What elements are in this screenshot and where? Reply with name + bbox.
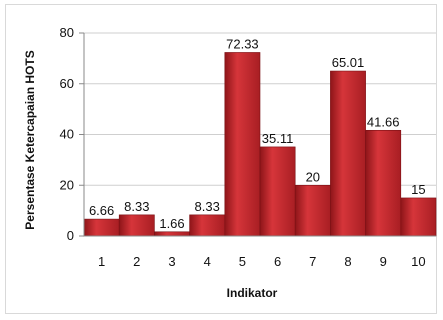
data-label: 72.33 bbox=[226, 36, 259, 51]
axes bbox=[83, 33, 436, 237]
data-label: 8.33 bbox=[195, 199, 220, 214]
bar bbox=[330, 70, 366, 237]
x-axis-title: Indikator bbox=[227, 286, 278, 300]
data-label: 20 bbox=[306, 169, 320, 184]
data-label: 15 bbox=[411, 182, 425, 197]
y-tick-labels: 0 20 40 60 80 bbox=[60, 25, 74, 243]
x-tick-label: 2 bbox=[133, 254, 140, 269]
data-label: 65.01 bbox=[332, 55, 365, 70]
y-tick-label: 40 bbox=[60, 127, 74, 142]
bar bbox=[154, 231, 190, 237]
bar bbox=[118, 214, 155, 237]
data-label: 8.33 bbox=[124, 199, 149, 214]
y-tick-label: 60 bbox=[60, 76, 74, 91]
data-label: 6.66 bbox=[89, 203, 114, 218]
y-tick-label: 20 bbox=[60, 177, 74, 192]
x-tick-label: 4 bbox=[204, 254, 211, 269]
bar bbox=[365, 129, 402, 237]
bar bbox=[224, 52, 261, 237]
x-tick-label: 3 bbox=[168, 254, 175, 269]
bar bbox=[259, 146, 296, 237]
bar bbox=[189, 214, 226, 237]
x-tick-label: 8 bbox=[344, 254, 351, 269]
bar bbox=[294, 184, 331, 237]
bar bbox=[400, 197, 437, 237]
x-tick-label: 9 bbox=[380, 254, 387, 269]
x-tick-labels: 1 2 3 4 5 6 7 8 9 10 bbox=[98, 254, 426, 269]
data-label: 35.11 bbox=[262, 131, 294, 146]
bars bbox=[83, 52, 437, 237]
x-tick-label: 10 bbox=[411, 254, 425, 269]
data-label: 1.66 bbox=[159, 216, 184, 231]
y-tick-label: 80 bbox=[60, 25, 74, 40]
x-tick-label: 7 bbox=[309, 254, 316, 269]
data-labels: 6.66 8.33 1.66 8.33 72.33 35.11 20 65.01 41.66 15 bbox=[89, 36, 426, 230]
data-label: 41.66 bbox=[367, 114, 400, 129]
y-axis-title: Persentase Ketercapaian HOTS bbox=[23, 50, 37, 229]
x-tick-label: 5 bbox=[239, 254, 246, 269]
y-tick-label: 0 bbox=[67, 228, 74, 243]
bar bbox=[83, 218, 120, 237]
x-tick-label: 1 bbox=[98, 254, 105, 269]
x-tick-label: 6 bbox=[274, 254, 281, 269]
